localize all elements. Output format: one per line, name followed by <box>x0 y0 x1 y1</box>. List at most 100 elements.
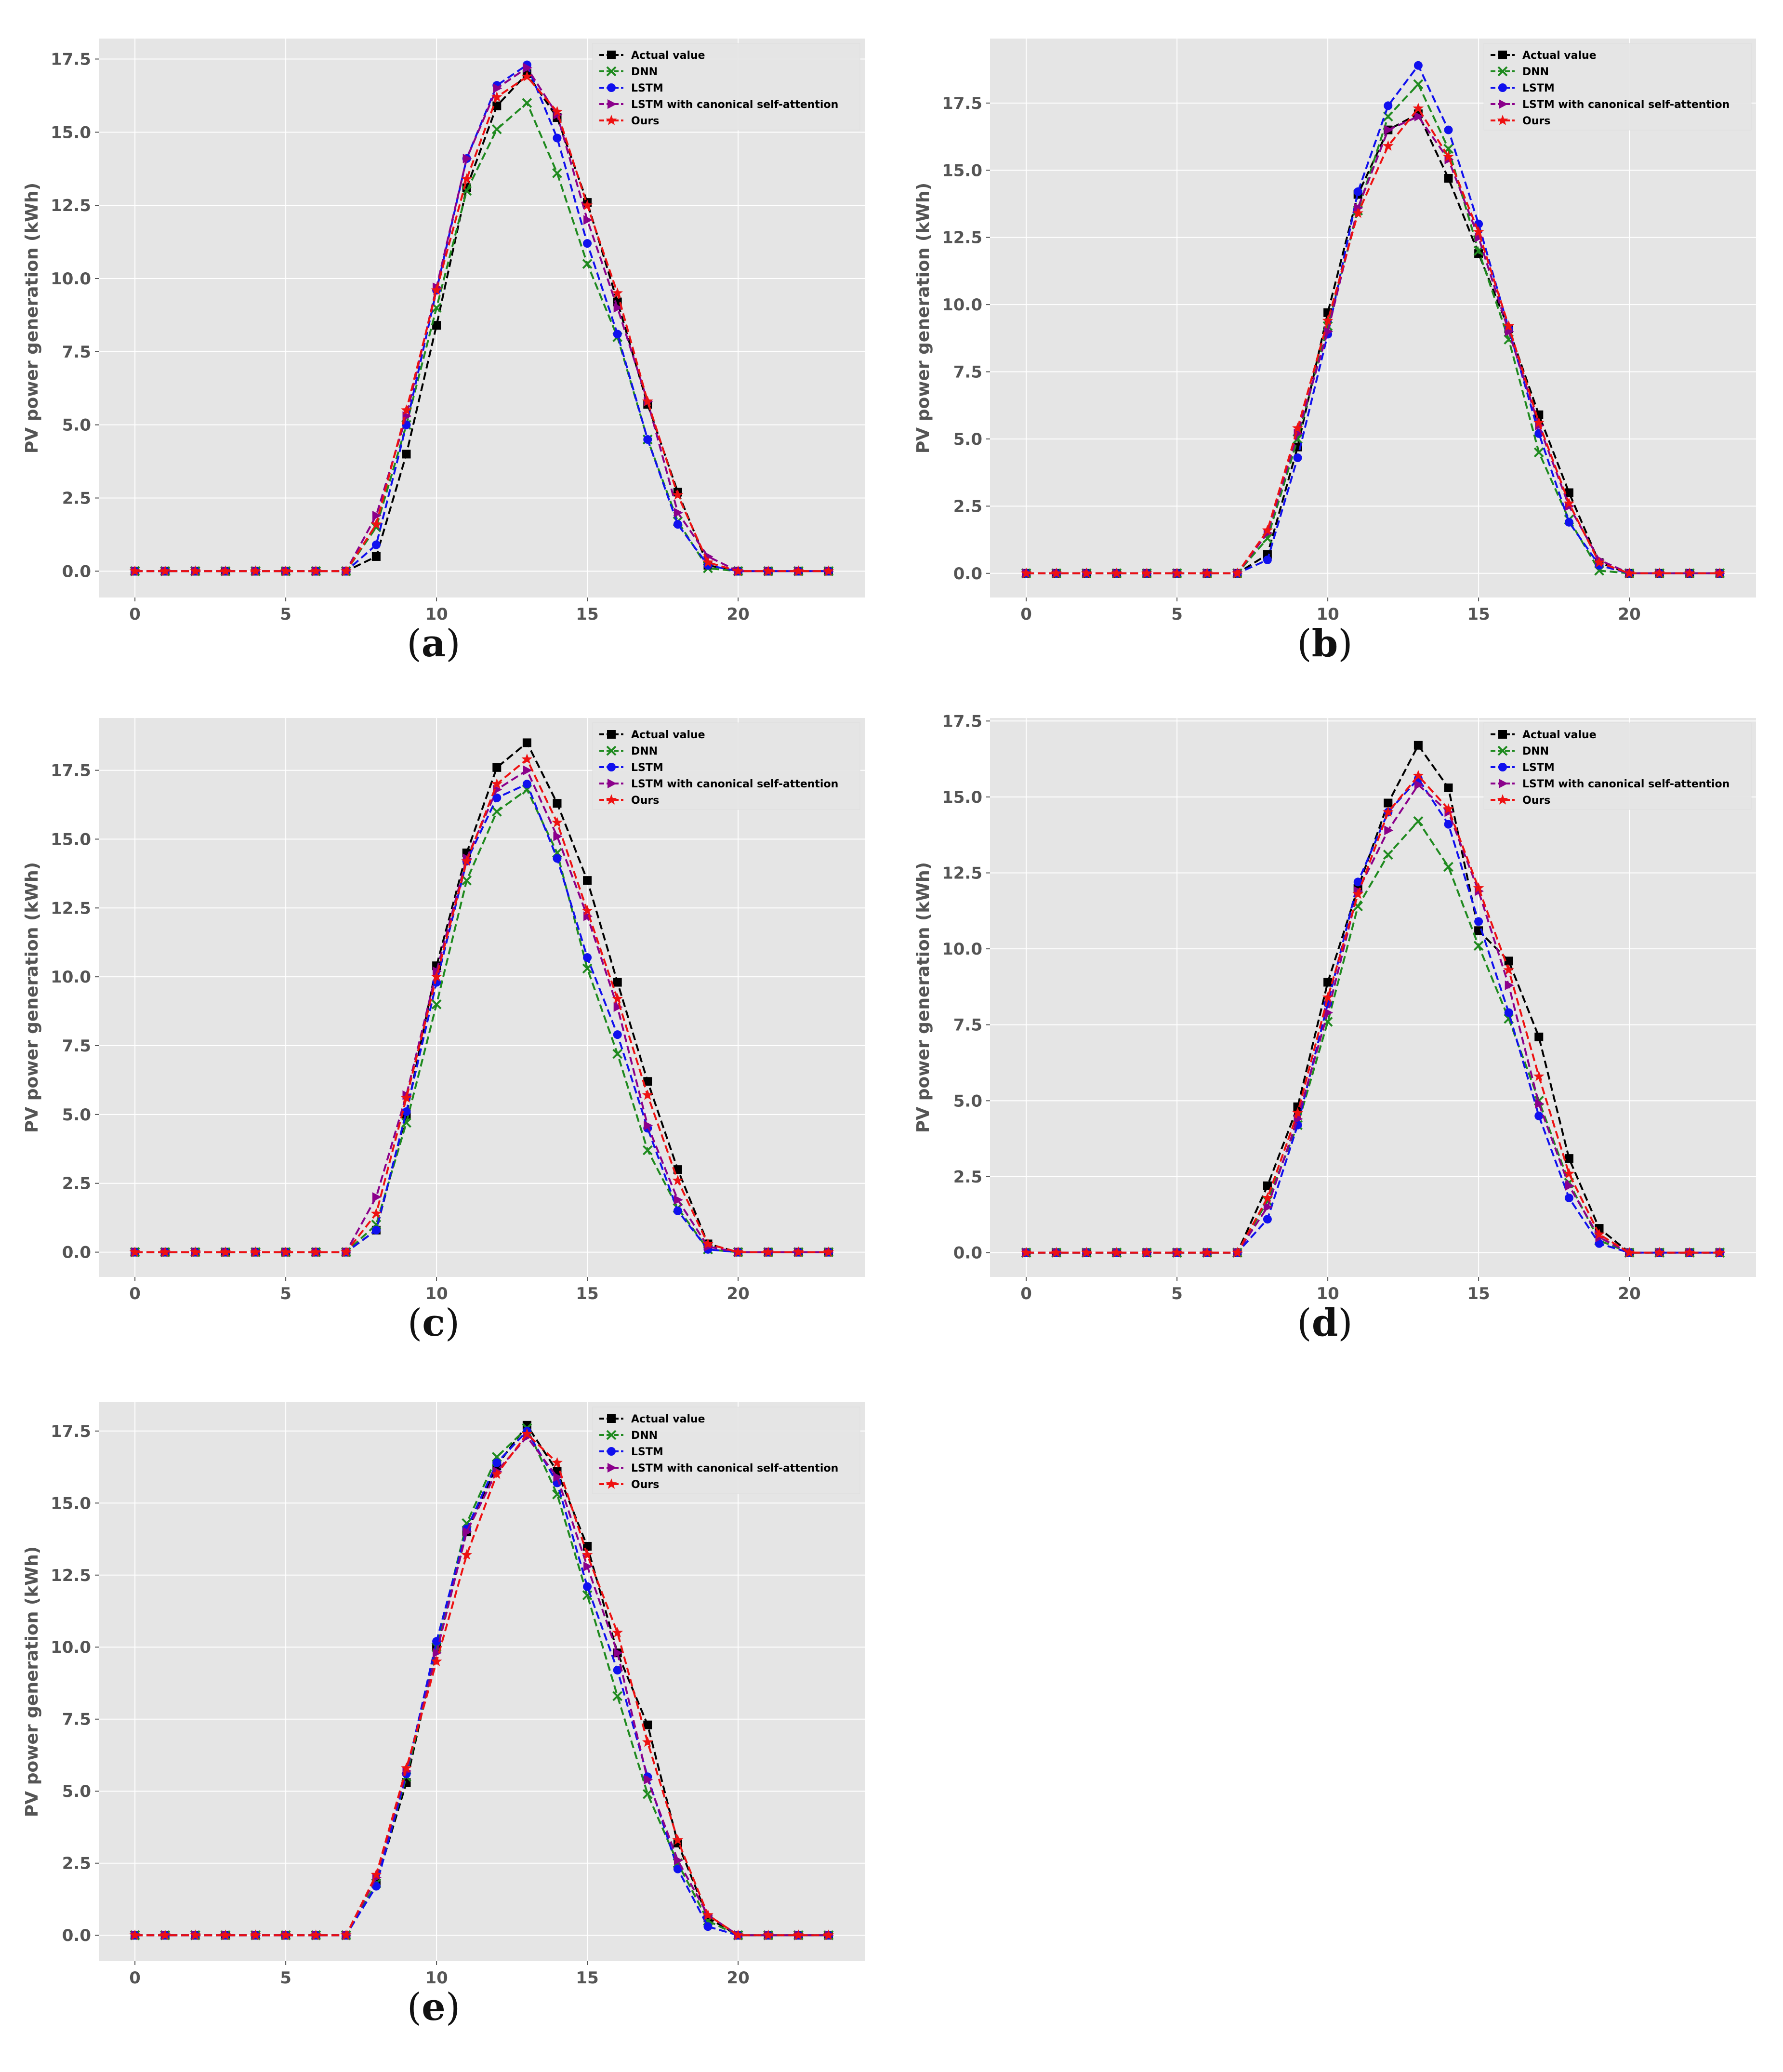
data-point <box>523 63 532 73</box>
data-point <box>642 1736 653 1747</box>
panel-e: 051015200.02.55.07.510.012.515.017.5Hour… <box>0 1364 867 2029</box>
series-b-4 <box>1020 103 1726 578</box>
data-point <box>1594 557 1605 568</box>
data-point <box>763 1246 774 1257</box>
x-tick-label: 10 <box>1316 605 1339 622</box>
data-point <box>1384 798 1393 808</box>
data-point <box>462 1527 472 1537</box>
data-point <box>462 154 472 164</box>
data-point <box>703 1922 713 1931</box>
data-point <box>702 1238 713 1249</box>
data-point <box>340 1246 352 1257</box>
y-axis-label: PV power generation (kWh) <box>22 862 42 1133</box>
legend-label: Actual value <box>1522 729 1597 741</box>
data-point <box>792 565 804 576</box>
x-tick-label: 0 <box>1020 1284 1032 1301</box>
data-point <box>644 1775 653 1785</box>
data-point <box>1051 567 1062 578</box>
data-point <box>1474 917 1483 926</box>
y-tick-label: 0.0 <box>953 1244 982 1263</box>
legend-label: Ours <box>631 115 659 127</box>
data-point <box>340 1929 352 1940</box>
data-point <box>702 557 713 567</box>
panel-label-a: (a) <box>407 622 461 665</box>
data-point <box>642 1089 653 1100</box>
legend-marker <box>1499 99 1508 109</box>
y-tick-label: 5.0 <box>62 1105 91 1125</box>
legend-label: DNN <box>1522 745 1549 757</box>
data-point <box>370 518 382 529</box>
data-point <box>492 763 502 772</box>
data-point <box>792 1929 804 1940</box>
data-point <box>402 450 411 459</box>
data-point <box>1443 862 1453 872</box>
legend-marker <box>607 763 616 771</box>
data-point <box>732 1246 744 1257</box>
data-point <box>674 1855 683 1865</box>
data-point <box>1684 567 1695 578</box>
legend-marker <box>606 66 617 77</box>
panel-label-e: (e) <box>407 1985 461 2029</box>
legend-box <box>592 43 860 131</box>
data-point <box>280 1246 291 1257</box>
legend-marker <box>607 1447 616 1456</box>
data-point <box>674 507 683 518</box>
x-tick-label: 20 <box>1618 1284 1640 1301</box>
data-point <box>613 330 622 339</box>
x-tick-label: 15 <box>576 605 598 622</box>
legend-marker <box>607 51 616 59</box>
data-point <box>159 1929 171 1940</box>
y-tick-label: 7.5 <box>62 1710 91 1729</box>
y-tick-label: 15.0 <box>51 830 91 849</box>
data-point <box>1414 780 1424 790</box>
data-point <box>370 1208 382 1219</box>
legend-box <box>1483 722 1752 810</box>
data-point <box>1292 1107 1303 1118</box>
data-point <box>613 1666 622 1675</box>
data-point <box>370 1869 382 1880</box>
y-tick-label: 2.5 <box>62 1174 91 1194</box>
data-point <box>1564 488 1573 497</box>
data-point <box>823 565 834 576</box>
data-point <box>1503 964 1515 975</box>
data-point <box>583 876 592 885</box>
y-tick-label: 5.0 <box>953 1091 982 1111</box>
data-point <box>432 1637 441 1646</box>
panel-label-b: (b) <box>1297 622 1353 665</box>
data-point <box>612 287 623 298</box>
series-line <box>135 1423 829 1937</box>
data-point <box>1563 1168 1575 1179</box>
y-axis-label: PV power generation (kWh) <box>913 183 933 453</box>
x-tick-label: 10 <box>425 1968 448 1985</box>
data-point <box>1141 567 1152 578</box>
data-point <box>310 1929 322 1940</box>
data-point <box>1141 1247 1152 1258</box>
x-tick-label: 20 <box>726 605 749 622</box>
legend-label: DNN <box>631 1430 658 1442</box>
data-point <box>521 71 533 81</box>
data-point <box>310 565 322 576</box>
data-point <box>1081 1247 1092 1258</box>
legend-marker <box>606 794 617 805</box>
data-point <box>1443 803 1454 814</box>
data-point <box>1353 187 1362 196</box>
legend-label: LSTM <box>631 762 663 774</box>
data-point <box>371 540 381 549</box>
data-point <box>1111 567 1123 578</box>
data-point <box>1564 1194 1573 1203</box>
legend-marker <box>606 115 617 125</box>
legend-marker <box>1499 779 1508 788</box>
y-tick-label: 5.0 <box>62 416 91 435</box>
y-tick-label: 0.0 <box>62 1243 91 1262</box>
legend-label: Ours <box>1522 795 1550 807</box>
data-point <box>1231 567 1243 578</box>
data-point <box>583 1582 592 1591</box>
data-point <box>431 971 442 982</box>
data-point <box>613 303 623 313</box>
legend-b: Actual value DNN LSTM LSTM with canonical s… <box>1483 43 1752 131</box>
y-axis-label: PV power generation (kWh) <box>22 1546 42 1817</box>
data-point <box>613 1030 622 1039</box>
legend-label: LSTM <box>1522 762 1555 774</box>
series-line <box>135 101 829 572</box>
chart-c: 051015200.02.55.07.510.012.515.017.5Hour… <box>22 718 865 1301</box>
